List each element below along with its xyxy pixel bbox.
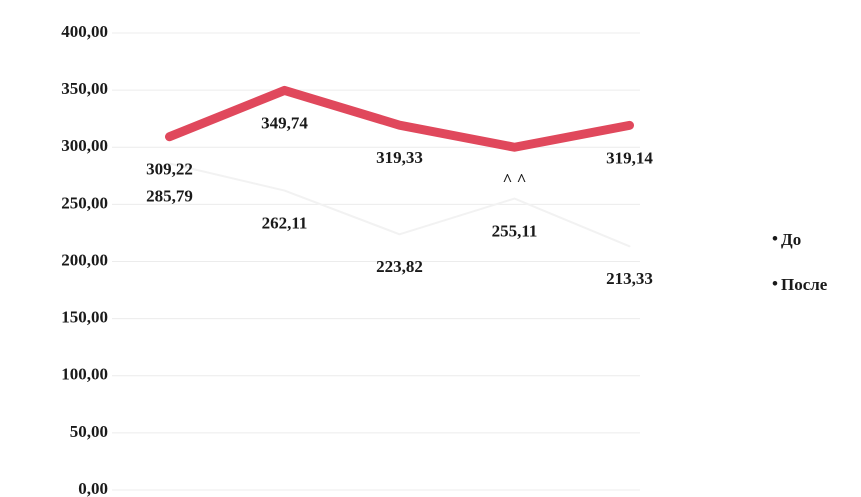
legend-label: До — [781, 230, 801, 249]
data-label: ^ ^ — [502, 170, 526, 189]
data-label: 309,22 — [146, 160, 193, 179]
data-label: 319,14 — [606, 148, 653, 167]
y-tick-label: 0,00 — [78, 479, 108, 497]
y-tick-label: 300,00 — [61, 136, 108, 155]
y-tick-label: 100,00 — [61, 365, 108, 384]
data-label: 255,11 — [492, 221, 538, 240]
legend-bullet: • — [772, 274, 778, 293]
legend-label: После — [781, 275, 828, 294]
series-line — [165, 85, 634, 152]
y-tick-label: 350,00 — [61, 79, 108, 98]
data-label: 262,11 — [262, 213, 308, 232]
series-line — [168, 162, 631, 248]
data-label: 285,79 — [146, 186, 193, 205]
data-label: 319,33 — [376, 148, 423, 167]
legend-bullet: • — [772, 229, 778, 248]
y-tick-label: 150,00 — [61, 308, 108, 327]
y-tick-label: 200,00 — [61, 250, 108, 269]
data-label: 223,82 — [376, 257, 423, 276]
data-label: 349,74 — [261, 113, 308, 132]
y-tick-label: 250,00 — [61, 193, 108, 212]
y-tick-label: 50,00 — [70, 422, 108, 441]
data-label: 213,33 — [606, 269, 653, 288]
y-tick-label: 400,00 — [61, 22, 108, 41]
